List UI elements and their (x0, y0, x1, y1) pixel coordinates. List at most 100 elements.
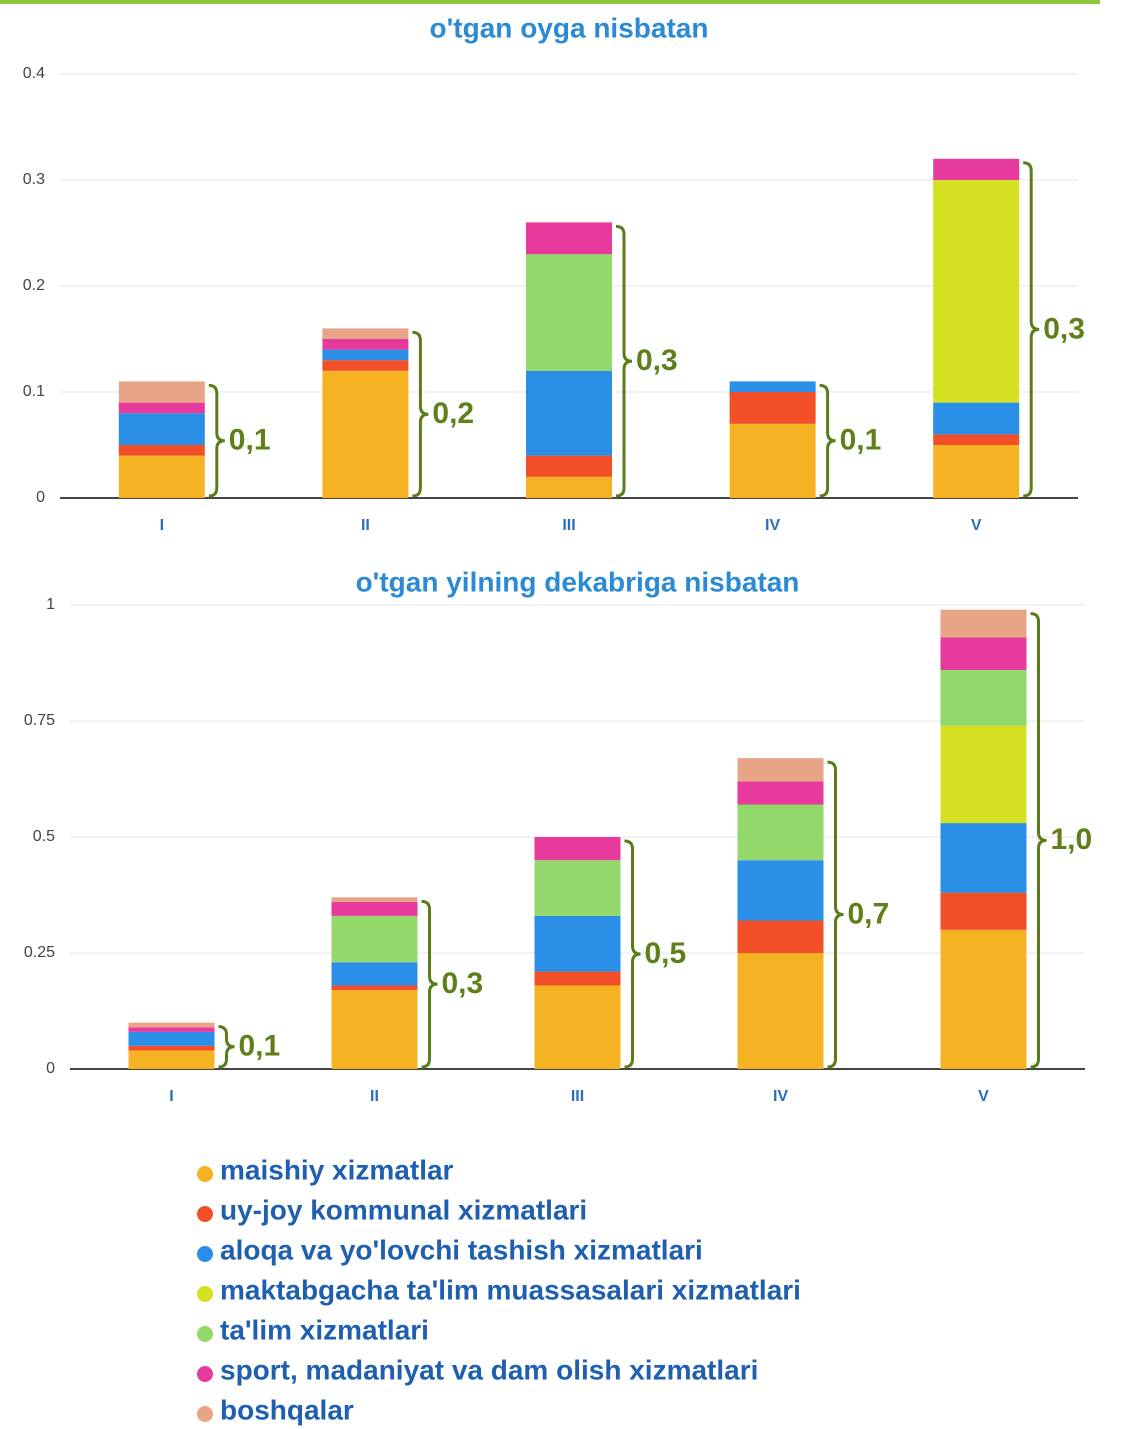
bar-segment: uy-joy kommunal xizmatlari (737, 920, 824, 953)
chart-title: o'tgan yilning dekabriga nisbatan (356, 566, 800, 597)
bracket-label: 0,1 (229, 424, 271, 457)
bracket-label: 0,5 (645, 937, 687, 970)
bar-segment: maishiy xizmatlar (526, 476, 612, 498)
x-tick-label: II (361, 517, 370, 534)
bar-segment: uy-joy kommunal xizmatlari (729, 392, 816, 424)
bar-segment: aloqa va yo'lovchi tashish xizmatlari (118, 413, 205, 445)
bar-segment: ta'lim xizmatlari (534, 860, 621, 916)
x-tick-label: II (370, 1088, 379, 1105)
bar-segment: ta'lim xizmatlari (940, 669, 1027, 726)
bracket (827, 760, 844, 1069)
bar-segment: boshqalar (322, 328, 409, 339)
bar-segment: maktabgacha ta'lim muassasalari xizmatla… (940, 725, 1027, 824)
legend-marker (197, 1326, 213, 1342)
bracket (421, 899, 438, 1069)
legend-label: maishiy xizmatlar (220, 1154, 454, 1185)
y-tick-label: 0.4 (23, 65, 45, 82)
bracket-label: 0,3 (442, 967, 484, 1000)
y-tick-label: 1 (46, 596, 55, 613)
bar-segment: boshqalar (128, 1022, 215, 1028)
bracket (615, 224, 633, 498)
bracket-label: 0,3 (1043, 312, 1085, 345)
legend-label: maktabgacha ta'lim muassasalari xizmatla… (220, 1274, 801, 1305)
bar-segment: ta'lim xizmatlari (331, 915, 418, 963)
bar-segment: maishiy xizmatlar (729, 423, 816, 498)
legend-marker (197, 1166, 213, 1182)
bar-segment: uy-joy kommunal xizmatlari (322, 360, 409, 371)
legend-marker (197, 1406, 213, 1422)
bracket-label: 1,0 (1051, 823, 1093, 856)
bar-segment: uy-joy kommunal xizmatlari (118, 445, 205, 456)
bar-segment: maishiy xizmatlar (737, 953, 824, 1069)
bracket-label: 0,1 (239, 1030, 281, 1063)
bar-segment: uy-joy kommunal xizmatlari (331, 985, 418, 991)
bar-segment: maishiy xizmatlar (933, 445, 1020, 498)
bar-segment: sport, madaniyat va dam olish xizmatlari (118, 402, 205, 414)
x-tick-label: I (160, 517, 164, 534)
y-tick-label: 0 (36, 489, 45, 506)
legend-marker (197, 1206, 213, 1222)
y-tick-label: 0.25 (24, 944, 55, 961)
bar-segment: sport, madaniyat va dam olish xizmatlari (322, 339, 409, 350)
legend-label: sport, madaniyat va dam olish xizmatlari (220, 1354, 758, 1385)
bar-segment: sport, madaniyat va dam olish xizmatlari (534, 837, 621, 861)
bar-segment: maishiy xizmatlar (331, 990, 418, 1069)
y-tick-label: 0.75 (24, 712, 55, 729)
legend-label: boshqalar (220, 1394, 354, 1425)
bar-segment: sport, madaniyat va dam olish xizmatlari (526, 222, 612, 255)
y-tick-label: 0.3 (23, 171, 45, 188)
y-tick-label: 0.2 (23, 277, 45, 294)
x-tick-label: I (169, 1088, 173, 1105)
bar-segment: boshqalar (331, 897, 418, 902)
legend-label: aloqa va yo'lovchi tashish xizmatlari (220, 1234, 703, 1265)
bar-segment: aloqa va yo'lovchi tashish xizmatlari (933, 402, 1020, 435)
bar-segment: uy-joy kommunal xizmatlari (933, 434, 1020, 445)
bar-segment: uy-joy kommunal xizmatlari (534, 971, 621, 986)
bracket-label: 0,3 (636, 344, 678, 377)
bar-segment: aloqa va yo'lovchi tashish xizmatlari (940, 823, 1027, 893)
bar-segment: aloqa va yo'lovchi tashish xizmatlari (322, 349, 409, 361)
bar-segment: maishiy xizmatlar (128, 1050, 215, 1069)
x-tick-label: III (562, 517, 575, 534)
bar-segment: sport, madaniyat va dam olish xizmatlari (933, 158, 1020, 180)
bar-segment: aloqa va yo'lovchi tashish xizmatlari (534, 915, 621, 972)
bar-segment: boshqalar (118, 381, 205, 403)
bar-segment: maishiy xizmatlar (534, 985, 621, 1069)
bracket-label: 0,1 (840, 424, 882, 457)
x-tick-label: IV (765, 517, 780, 534)
x-tick-label: V (971, 517, 982, 534)
bracket-label: 0,7 (848, 897, 890, 930)
bar-segment: ta'lim xizmatlari (737, 804, 824, 861)
bar-segment: aloqa va yo'lovchi tashish xizmatlari (128, 1031, 215, 1046)
y-tick-label: 0.5 (33, 828, 55, 845)
bar-segment: aloqa va yo'lovchi tashish xizmatlari (331, 962, 418, 986)
bar-segment: maishiy xizmatlar (322, 370, 409, 498)
bar-segment: ta'lim xizmatlari (526, 254, 612, 371)
bar-segment: aloqa va yo'lovchi tashish xizmatlari (737, 860, 824, 921)
y-tick-label: 0 (46, 1060, 55, 1077)
bar-segment: maktabgacha ta'lim muassasalari xizmatla… (933, 180, 1020, 403)
legend-label: ta'lim xizmatlari (220, 1314, 429, 1345)
bar-segment: uy-joy kommunal xizmatlari (526, 455, 612, 477)
bar-segment: aloqa va yo'lovchi tashish xizmatlari (729, 381, 816, 392)
x-tick-label: V (978, 1088, 989, 1105)
chart-title: o'tgan oyga nisbatan (430, 12, 709, 43)
x-tick-label: IV (773, 1088, 788, 1105)
bracket (208, 383, 225, 498)
bar-segment: maishiy xizmatlar (118, 455, 205, 498)
y-tick-label: 0.1 (23, 383, 45, 400)
top-rule (0, 0, 1100, 4)
bracket (218, 1025, 235, 1069)
legend-marker (197, 1246, 213, 1262)
legend-marker (197, 1366, 213, 1382)
x-tick-label: III (571, 1088, 584, 1105)
bar-segment: sport, madaniyat va dam olish xizmatlari (737, 781, 824, 805)
bar-segment: boshqalar (940, 609, 1027, 638)
bar-segment: sport, madaniyat va dam olish xizmatlari (940, 637, 1027, 670)
bracket (1030, 612, 1047, 1069)
bracket (412, 330, 429, 498)
bar-segment: sport, madaniyat va dam olish xizmatlari (128, 1027, 215, 1032)
bar-segment: sport, madaniyat va dam olish xizmatlari (331, 901, 418, 916)
bracket (624, 839, 641, 1069)
